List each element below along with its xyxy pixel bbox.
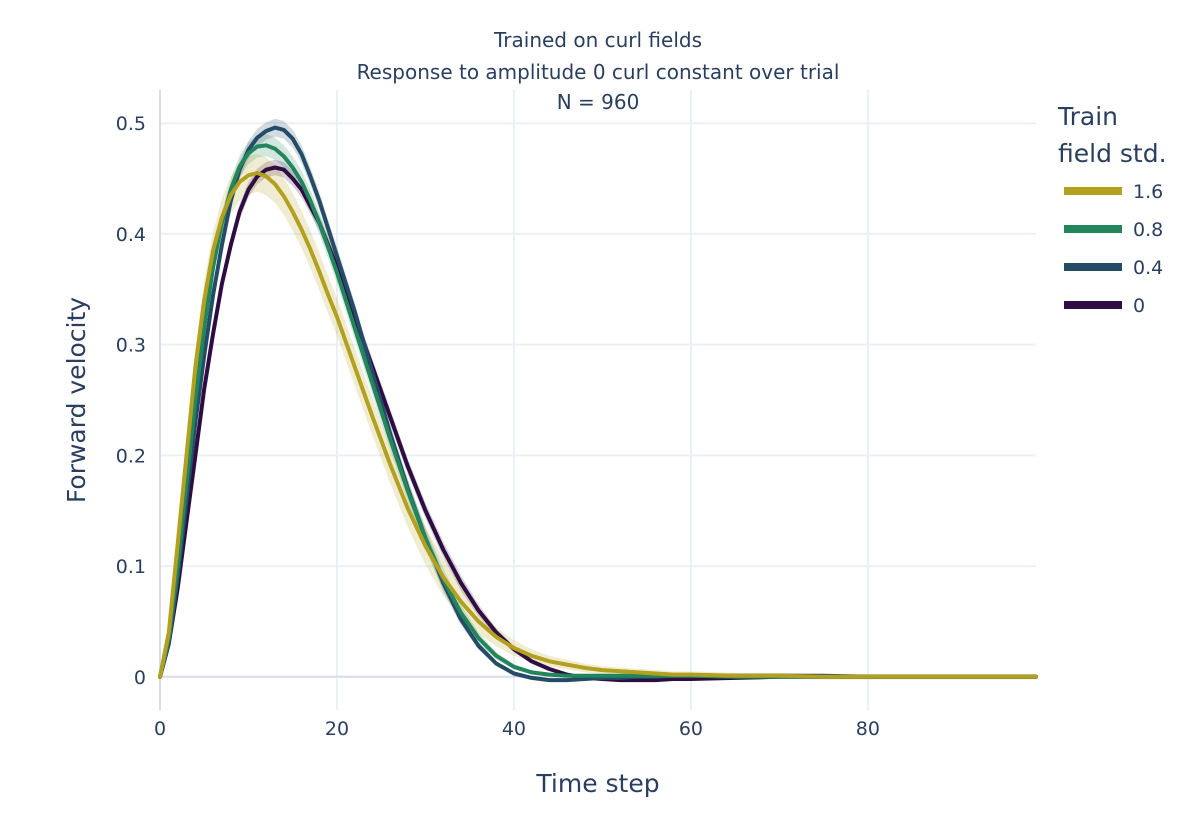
- y-tick-label: 0.1: [116, 556, 146, 578]
- y-tick-label: 0.5: [116, 113, 146, 135]
- y-tick-label: 0.2: [116, 445, 146, 467]
- line-series-0: [158, 165, 1038, 683]
- tick-labels: 0 20 40 60 80 0 0.1 0.2 0.3 0.4 0.5: [116, 113, 880, 740]
- chart-title: Trained on curl fields Response to ampli…: [357, 28, 840, 114]
- chart-title-line-2: Response to amplitude 0 curl constant ov…: [357, 60, 840, 84]
- y-tick-label: 0.4: [116, 224, 146, 246]
- y-tick-label: 0.3: [116, 335, 146, 357]
- x-tick-label: 80: [856, 718, 880, 740]
- chart-title-line-1: Trained on curl fields: [493, 28, 702, 52]
- legend-title-line-2: field std.: [1058, 139, 1167, 168]
- legend-label-1.6: 1.6: [1133, 181, 1163, 203]
- x-tick-label: 0: [154, 718, 166, 740]
- legend-label-0: 0: [1133, 295, 1145, 317]
- legend-label-0.4: 0.4: [1133, 257, 1163, 279]
- chart-title-line-3: N = 960: [557, 90, 640, 114]
- legend-title-line-1: Train: [1057, 102, 1118, 131]
- legend-items: 1.6 0.8 0.4 0: [1064, 181, 1163, 317]
- line-series-1.6: [158, 171, 1038, 679]
- y-tick-label: 0: [134, 667, 146, 689]
- legend: Train field std. 1.6 0.8 0.4 0: [1057, 102, 1167, 317]
- x-axis-title: Time step: [535, 769, 659, 798]
- x-tick-label: 60: [679, 718, 703, 740]
- x-tick-label: 20: [325, 718, 349, 740]
- series-lines: [158, 125, 1038, 683]
- legend-label-0.8: 0.8: [1133, 219, 1163, 241]
- band-series-0: [160, 159, 1036, 682]
- y-axis-title: Forward velocity: [62, 297, 91, 503]
- confidence-bands: [160, 118, 1036, 682]
- x-tick-label: 40: [502, 718, 526, 740]
